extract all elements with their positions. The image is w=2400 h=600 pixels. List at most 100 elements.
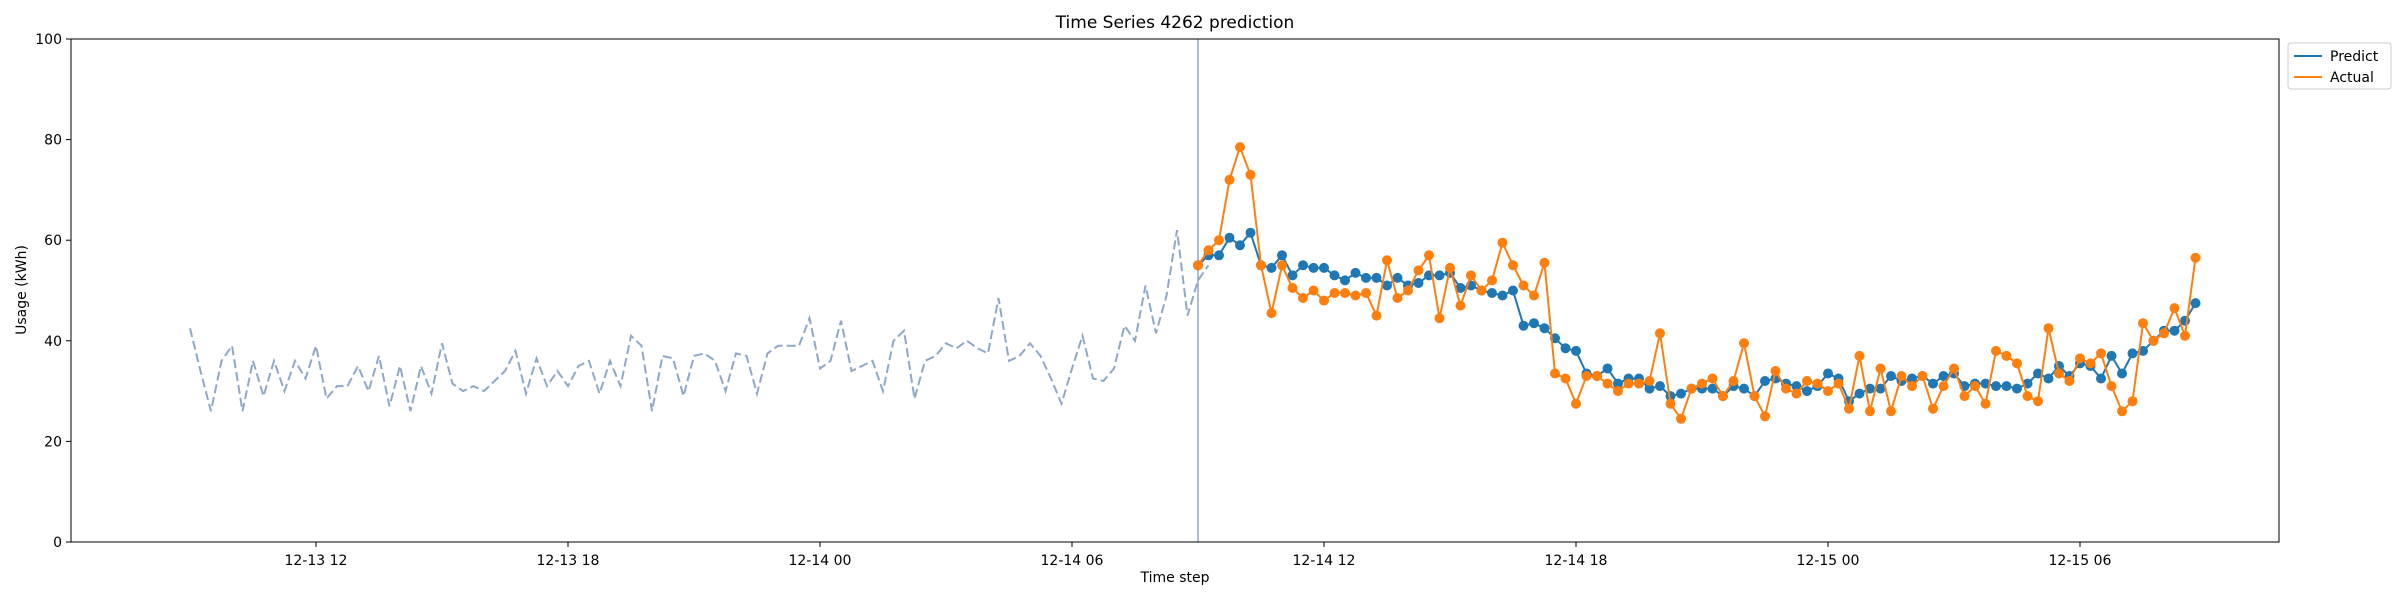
predict-point [1508,285,1518,296]
actual-point [2169,303,2180,314]
actual-point [1518,280,1529,291]
predict-point [1287,270,1298,281]
predict-point [1487,288,1497,298]
predict-point [1539,323,1550,334]
chart-title: Time Series 4262 prediction [1055,13,1295,33]
actual-point [1581,371,1592,381]
predict-point [1739,383,1749,394]
actual-point [1382,255,1392,266]
predict-point [2117,368,2127,379]
actual-point [1602,378,1613,389]
predict-point [1823,368,1833,379]
y-axis-label: Usage (kWh) [14,245,30,335]
actual-point [1487,275,1497,286]
y-tick-label: 40 [44,334,62,350]
actual-point [1823,386,1833,397]
predict-point [1518,320,1529,331]
actual-point [1266,308,1277,319]
actual-point [1844,403,1854,414]
actual-point [2096,348,2106,359]
actual-point [2138,318,2148,329]
actual-point [1917,371,1928,381]
predict-point [1298,260,1308,271]
predict-point [1802,386,1812,397]
actual-point [1623,378,1634,389]
axes: 0 20 40 60 80 100 12-13 12 12-13 18 12-14 00 12-1… [35,32,2111,569]
predict-point [1560,343,1571,354]
predict-point [1602,363,1613,374]
actual-point [1686,383,1697,394]
actual-point [1749,391,1760,402]
actual-point [1455,300,1466,311]
y-tick-label: 20 [44,434,62,450]
actual-point [1508,260,1518,271]
actual-point [1770,366,1781,376]
actual-point [2064,376,2075,386]
predict-point [1707,383,1718,394]
actual-point [1445,262,1455,273]
predict-point [2096,373,2106,384]
actual-point [1361,288,1371,298]
x-axis-label: Time step [1140,570,1210,586]
predict-point [1308,262,1319,273]
predict-point [1644,383,1655,394]
actual-point [1340,288,1350,298]
actual-point [1728,376,1739,386]
predict-point [1382,280,1392,291]
predict-point [1655,381,1665,392]
actual-point [2022,391,2033,402]
actual-point [1203,245,1214,256]
x-tick-label: 12-15 00 [1797,553,1860,569]
actual-point [2180,330,2190,341]
actual-point [1812,378,1823,389]
actual-point [1224,174,1235,185]
plot-area [189,39,2201,542]
actual-point [1991,345,2001,356]
x-tick-label: 12-14 00 [789,553,852,569]
plot-frame [70,38,2280,543]
actual-point [2159,328,2169,339]
x-tick-label: 12-14 18 [1545,553,1608,569]
x-tick-label: 12-13 12 [285,553,348,569]
predict-point [2106,350,2117,361]
actual-point [1865,406,1875,417]
actual-point [1907,381,1917,392]
y-tick-label: 60 [44,233,62,249]
actual-point [1287,283,1298,293]
predict-point [1235,240,1245,251]
actual-point [2043,323,2054,334]
predict-point [1413,278,1424,288]
actual-point [1371,310,1382,321]
actual-point [2106,381,2117,392]
actual-point [1193,260,1203,271]
actual-point [1707,373,1718,384]
predict-point [1224,232,1235,243]
actual-point [1634,378,1644,389]
actual-point [1970,381,1980,392]
actual-point [1466,270,1476,281]
predict-point [1340,275,1350,286]
actual-point [1655,328,1665,339]
actual-point [1214,235,1224,246]
actual-point [1298,293,1308,303]
predict-point [2127,348,2138,359]
actual-point [2012,358,2022,369]
predict-point [1791,381,1802,392]
predict-point [2033,368,2043,379]
legend: Predict Actual [2287,42,2392,90]
actual-point [1424,250,1434,261]
predict-point [2190,298,2201,309]
actual-point [1760,411,1770,422]
x-tick-label: 12-14 06 [1041,553,1104,569]
actual-point [1854,350,1865,361]
predict-point [1938,371,1949,381]
actual-point [1529,290,1539,301]
predict-point [1455,283,1466,293]
predict-point [1865,383,1875,394]
actual-point [1476,285,1487,296]
actual-point [1245,169,1256,180]
actual-point [1980,398,1991,409]
predict-point [2169,325,2180,336]
predict-point [1214,250,1224,261]
predict-point [1886,371,1896,381]
